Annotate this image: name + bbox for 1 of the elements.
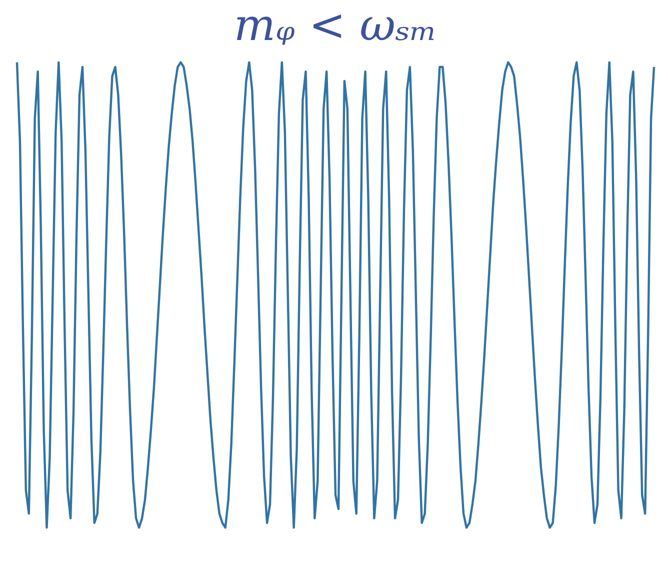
chart-title: mᵩ < ωₛₘ	[234, 0, 438, 52]
